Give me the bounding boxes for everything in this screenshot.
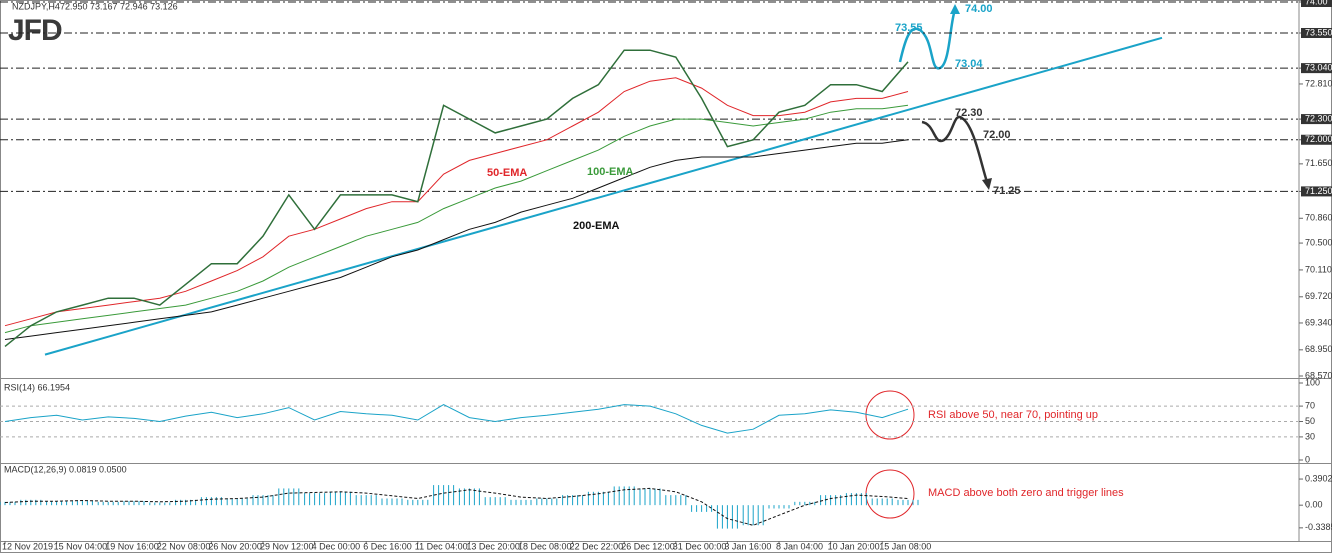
ema-label: 50-EMA (487, 167, 527, 179)
y-tick-label: 73.550 (1305, 27, 1332, 37)
x-tick-label: 31 Dec 00:00 (673, 541, 727, 551)
x-tick-label: 15 Nov 04:00 (54, 541, 108, 551)
tick-highlight (1301, 27, 1332, 38)
y-tick-label: 0.3902 (1305, 473, 1332, 483)
y-tick-label: 72.810 (1305, 78, 1332, 88)
y-tick-label: 70.860 (1305, 213, 1332, 223)
rsi-title: RSI(14) 66.1954 (4, 382, 70, 392)
x-tick-label: 15 Jan 08:00 (879, 541, 931, 551)
scenario-label: 73.55 (895, 22, 923, 34)
ema-line (4, 139, 909, 340)
y-tick-label: 72.300 (1305, 113, 1332, 123)
trendline (44, 36, 1163, 356)
y-tick-label: 73.040 (1305, 62, 1332, 72)
y-tick-label: 70 (1305, 400, 1315, 410)
y-tick-label: 74.00 (1305, 0, 1328, 6)
bull-scenario (898, 9, 957, 70)
x-tick-label: 22 Dec 22:00 (570, 541, 624, 551)
y-tick-label: 69.340 (1305, 317, 1332, 327)
ema-line (4, 77, 909, 327)
symbol: NZDJPY,H4 (12, 1, 60, 11)
x-tick-label: 22 Nov 08:00 (157, 541, 211, 551)
tick-highlight (1301, 134, 1332, 145)
y-tick-label: 50 (1305, 416, 1315, 426)
arrow-head (982, 178, 992, 190)
scenario-label: 73.04 (955, 58, 983, 70)
y-tick-label: 72.000 (1305, 134, 1332, 144)
y-tick-label: 30 (1305, 431, 1315, 441)
highlight-circle (865, 390, 915, 440)
scenario-label: 74.00 (965, 3, 993, 15)
x-tick-label: 26 Dec 12:00 (621, 541, 675, 551)
y-tick-label: 70.110 (1305, 264, 1332, 274)
y-tick-label: 0 (1305, 454, 1310, 464)
price-line (4, 49, 909, 347)
y-tick-label: 100 (1305, 377, 1320, 387)
tick-highlight (1301, 0, 1332, 7)
rsi-line (4, 404, 909, 434)
arrow-head (950, 4, 960, 14)
x-tick-label: 18 Dec 08:00 (518, 541, 572, 551)
signal-line (4, 487, 909, 526)
x-tick-label: 8 Jan 04:00 (776, 541, 823, 551)
ema-label: 100-EMA (587, 166, 634, 178)
logo: JFD (8, 14, 62, 47)
tick-highlight (1301, 63, 1332, 74)
bear-scenario (921, 115, 989, 183)
x-tick-label: 13 Dec 20:00 (466, 541, 520, 551)
x-tick-label: 12 Nov 2019 (2, 541, 53, 551)
scenario-label: 72.00 (983, 129, 1011, 141)
y-tick-label: 71.250 (1305, 186, 1332, 196)
y-tick-label: 71.650 (1305, 158, 1332, 168)
x-tick-label: 29 Nov 12:00 (260, 541, 314, 551)
rsi-note: RSI above 50, near 70, pointing up (928, 409, 1098, 421)
y-tick-label: 0.00 (1305, 500, 1323, 510)
x-tick-label: 6 Dec 16:00 (363, 541, 412, 551)
scenario-label: 72.30 (955, 107, 983, 119)
y-tick-label: -0.3385 (1305, 522, 1332, 532)
tick-highlight (1301, 186, 1332, 197)
tick-highlight (1301, 114, 1332, 125)
scenario-label: 71.25 (993, 185, 1021, 197)
y-tick-label: 69.720 (1305, 291, 1332, 301)
ema-line (4, 104, 909, 334)
x-tick-label: 11 Dec 04:00 (415, 541, 468, 551)
y-tick-label: 68.950 (1305, 344, 1332, 354)
y-tick-label: 70.500 (1305, 237, 1332, 247)
x-tick-label: 26 Nov 20:00 (208, 541, 262, 551)
macd-title: MACD(12,26,9) 0.0819 0.0500 (4, 464, 127, 474)
x-tick-label: 19 Nov 16:00 (105, 541, 159, 551)
ema-label: 200-EMA (573, 220, 620, 232)
x-tick-label: 3 Jan 16:00 (724, 541, 771, 551)
macd-note: MACD above both zero and trigger lines (928, 487, 1124, 499)
x-tick-label: 10 Jan 20:00 (828, 541, 880, 551)
y-tick-label: 68.570 (1305, 370, 1332, 380)
ohlc: 72.950 73.167 72.946 73.126 (60, 1, 178, 11)
x-tick-label: 4 Dec 00:00 (312, 541, 361, 551)
